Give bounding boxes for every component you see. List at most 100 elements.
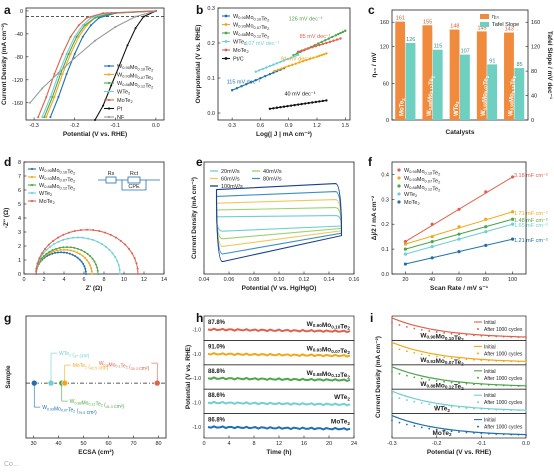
after-cycles-point bbox=[487, 384, 490, 386]
label-part: W bbox=[427, 110, 433, 116]
label-part: 0.90 bbox=[510, 101, 515, 110]
after-cycles-point bbox=[510, 409, 513, 412]
label-part: 0.10 bbox=[254, 16, 262, 21]
label-part: W bbox=[39, 183, 45, 189]
data-point bbox=[510, 210, 515, 214]
after-cycles-point bbox=[465, 358, 468, 361]
label-part: MoTe bbox=[233, 48, 246, 54]
data-point bbox=[484, 190, 488, 194]
x-tick-label: 24 bbox=[351, 441, 357, 447]
y-tick-label: 160 bbox=[380, 20, 389, 26]
sub-frame bbox=[203, 413, 355, 439]
label-part: 0.90 bbox=[313, 323, 322, 328]
data-point bbox=[81, 24, 84, 27]
label-part: Mo bbox=[52, 176, 60, 182]
data-point bbox=[71, 236, 74, 239]
data-point bbox=[94, 263, 97, 266]
label-part: Te bbox=[261, 16, 267, 22]
x-tick-label: 70 bbox=[130, 441, 136, 447]
data-point bbox=[403, 262, 407, 266]
label-part: ²) bbox=[86, 354, 90, 360]
data-point bbox=[52, 239, 55, 242]
data-point bbox=[42, 252, 45, 255]
data-point bbox=[42, 255, 45, 258]
label-part: 0.90 bbox=[409, 169, 417, 174]
data-point bbox=[76, 247, 79, 250]
label-part: 2 bbox=[69, 353, 71, 357]
label-part: Mo bbox=[417, 185, 425, 191]
label-part: Te bbox=[432, 186, 438, 192]
slope-annotation: 40 mV dec⁻¹ bbox=[285, 92, 316, 98]
data-point bbox=[49, 96, 52, 99]
legend-label: MoTe2 bbox=[404, 200, 420, 206]
after-cycles-point bbox=[420, 402, 423, 404]
x-tick-label: -0.3 bbox=[29, 123, 38, 129]
data-point bbox=[296, 53, 300, 57]
label-part: Te bbox=[454, 384, 461, 391]
data-point bbox=[114, 25, 117, 28]
after-cycles-point bbox=[413, 327, 416, 330]
label-part: Mo bbox=[322, 347, 331, 354]
plot-frame-g bbox=[25, 315, 167, 439]
label-part: 0.12 bbox=[445, 385, 454, 390]
legend-label: W0.88Mo0.12Te2 bbox=[233, 31, 269, 40]
label-part: 0.12 bbox=[60, 185, 68, 190]
after-cycles-point bbox=[420, 426, 423, 429]
data-point bbox=[261, 67, 264, 71]
data-point bbox=[102, 12, 105, 15]
series-line bbox=[43, 10, 156, 118]
series-label: W0.88Mo0.12Te2 bbox=[420, 381, 464, 391]
data-point bbox=[272, 63, 275, 66]
label-part: 0.10 bbox=[425, 170, 433, 175]
y-tick-label: 60 bbox=[383, 81, 389, 87]
label-part: 0.12 bbox=[254, 33, 262, 38]
data-point bbox=[510, 237, 515, 241]
y-tick-label: 0 bbox=[20, 9, 23, 15]
y-axis-right-label: Tafel Slope / mV dec⁻¹ bbox=[546, 31, 553, 99]
label-part: 2 bbox=[151, 68, 153, 73]
legend-marker bbox=[107, 115, 111, 119]
label-part: W bbox=[404, 168, 410, 174]
x-tick-label: 80 bbox=[483, 277, 489, 283]
after-cycles-point bbox=[398, 397, 401, 400]
x-tick-label: 20 bbox=[402, 277, 408, 283]
x-tick-label: 0.3 bbox=[228, 123, 236, 129]
x-tick-label: 14 bbox=[161, 277, 167, 283]
after-cycles-point bbox=[480, 359, 483, 362]
series-line bbox=[207, 400, 351, 407]
legend-label: Tafel Slope bbox=[492, 22, 519, 28]
label-part: Te bbox=[145, 83, 151, 89]
retention-label: 87.8% bbox=[208, 320, 226, 326]
slope-annotation: 126 mV dec⁻¹ bbox=[289, 16, 323, 22]
capacitance-annotation: 3.18 mF cm⁻² bbox=[514, 173, 548, 179]
x-tick-label: 80 bbox=[155, 441, 161, 447]
bar bbox=[449, 29, 460, 120]
circuit-label: Rct bbox=[130, 171, 139, 177]
label-part: Mo bbox=[417, 169, 425, 175]
label-part: 0.93 bbox=[313, 348, 322, 353]
data-point bbox=[275, 62, 279, 65]
data-point bbox=[254, 78, 257, 82]
y-axis-label: Overpotential (V vs. RHE) bbox=[195, 25, 202, 104]
data-point bbox=[114, 256, 117, 259]
legend-label: 80mV/s bbox=[263, 177, 282, 183]
data-point bbox=[61, 73, 64, 76]
data-point bbox=[65, 73, 68, 76]
x-axis-label: Scan Rate / mV s⁻¹ bbox=[430, 285, 488, 292]
label-part: 0.90 bbox=[238, 15, 246, 20]
label-part: ²) bbox=[146, 366, 150, 372]
data-point bbox=[268, 107, 272, 111]
x-tick-label: 8 bbox=[252, 441, 255, 447]
retention-label: 86.8% bbox=[208, 418, 226, 424]
label-part: W bbox=[70, 399, 75, 405]
label-part: 79.5 bbox=[78, 411, 85, 415]
data-point bbox=[430, 256, 434, 260]
legend-marker bbox=[107, 81, 111, 85]
data-point bbox=[59, 248, 62, 251]
label-part: Mo bbox=[109, 362, 116, 368]
bar-value-label: 107 bbox=[461, 49, 470, 55]
after-cycles-point bbox=[413, 351, 416, 354]
retention-label: 91.0% bbox=[208, 344, 226, 350]
label-part: 0.10 bbox=[445, 336, 454, 341]
watermark: Co... bbox=[4, 461, 19, 468]
